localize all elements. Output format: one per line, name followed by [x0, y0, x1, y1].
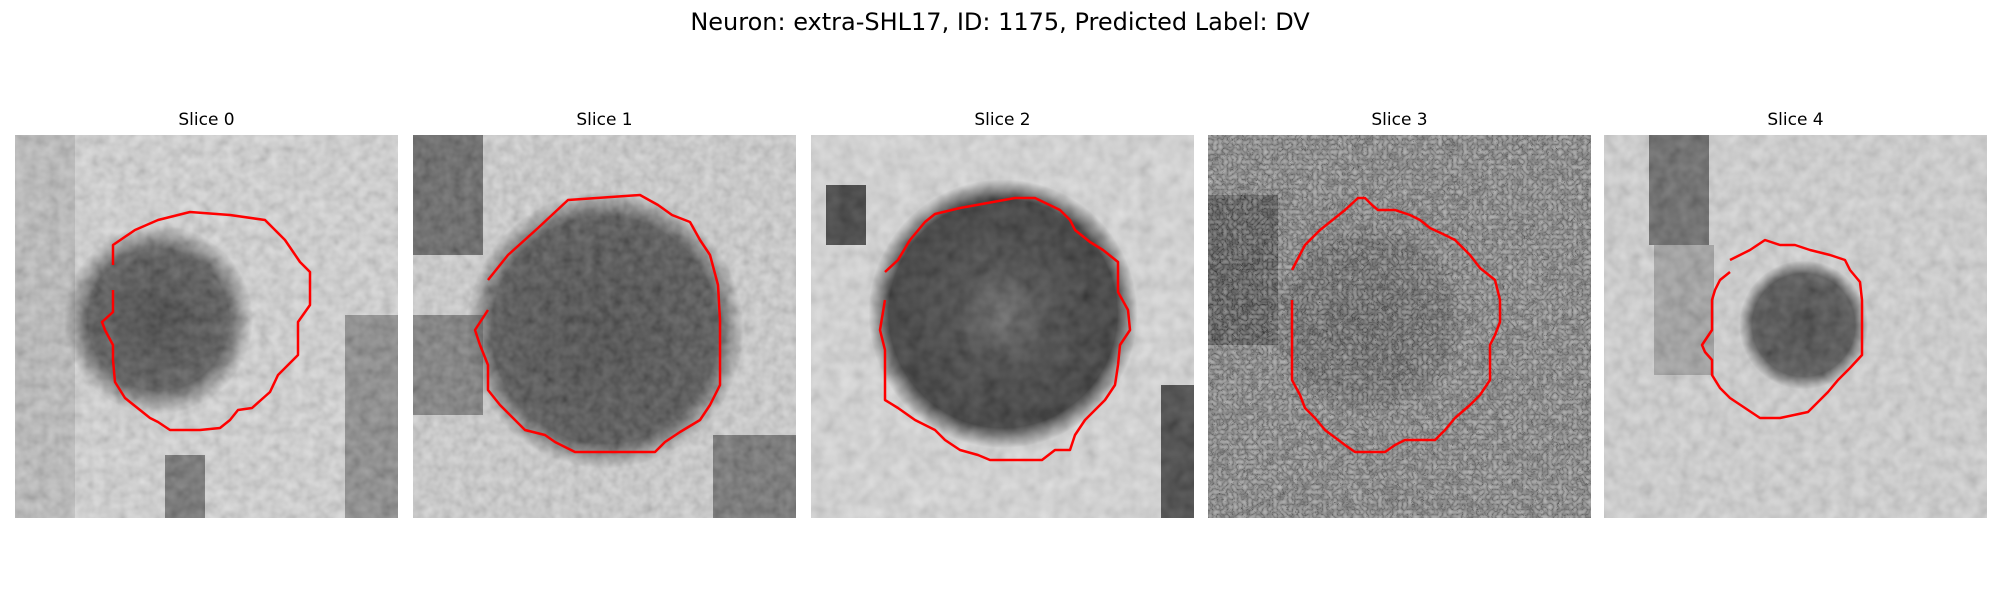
slice-panel-1: Slice 1: [413, 108, 796, 518]
slice-image-2: [811, 135, 1194, 518]
slice-panel-3: Slice 3: [1208, 108, 1591, 518]
slice-panel-0: Slice 0: [15, 108, 398, 518]
slice-title-2: Slice 2: [974, 110, 1031, 130]
figure-title: Neuron: extra-SHL17, ID: 1175, Predicted…: [690, 8, 1310, 36]
slice-image-4: [1604, 135, 1987, 518]
slice-image-1: [413, 135, 796, 518]
slice-title-0: Slice 0: [178, 110, 235, 130]
slice-panel-2: Slice 2: [811, 108, 1194, 518]
slice-title-1: Slice 1: [576, 110, 633, 130]
slice-panel-4: Slice 4: [1604, 108, 1987, 518]
slice-title-3: Slice 3: [1371, 110, 1428, 130]
slice-image-3: [1208, 135, 1591, 518]
slice-image-0: [15, 135, 398, 518]
slice-title-4: Slice 4: [1767, 110, 1824, 130]
